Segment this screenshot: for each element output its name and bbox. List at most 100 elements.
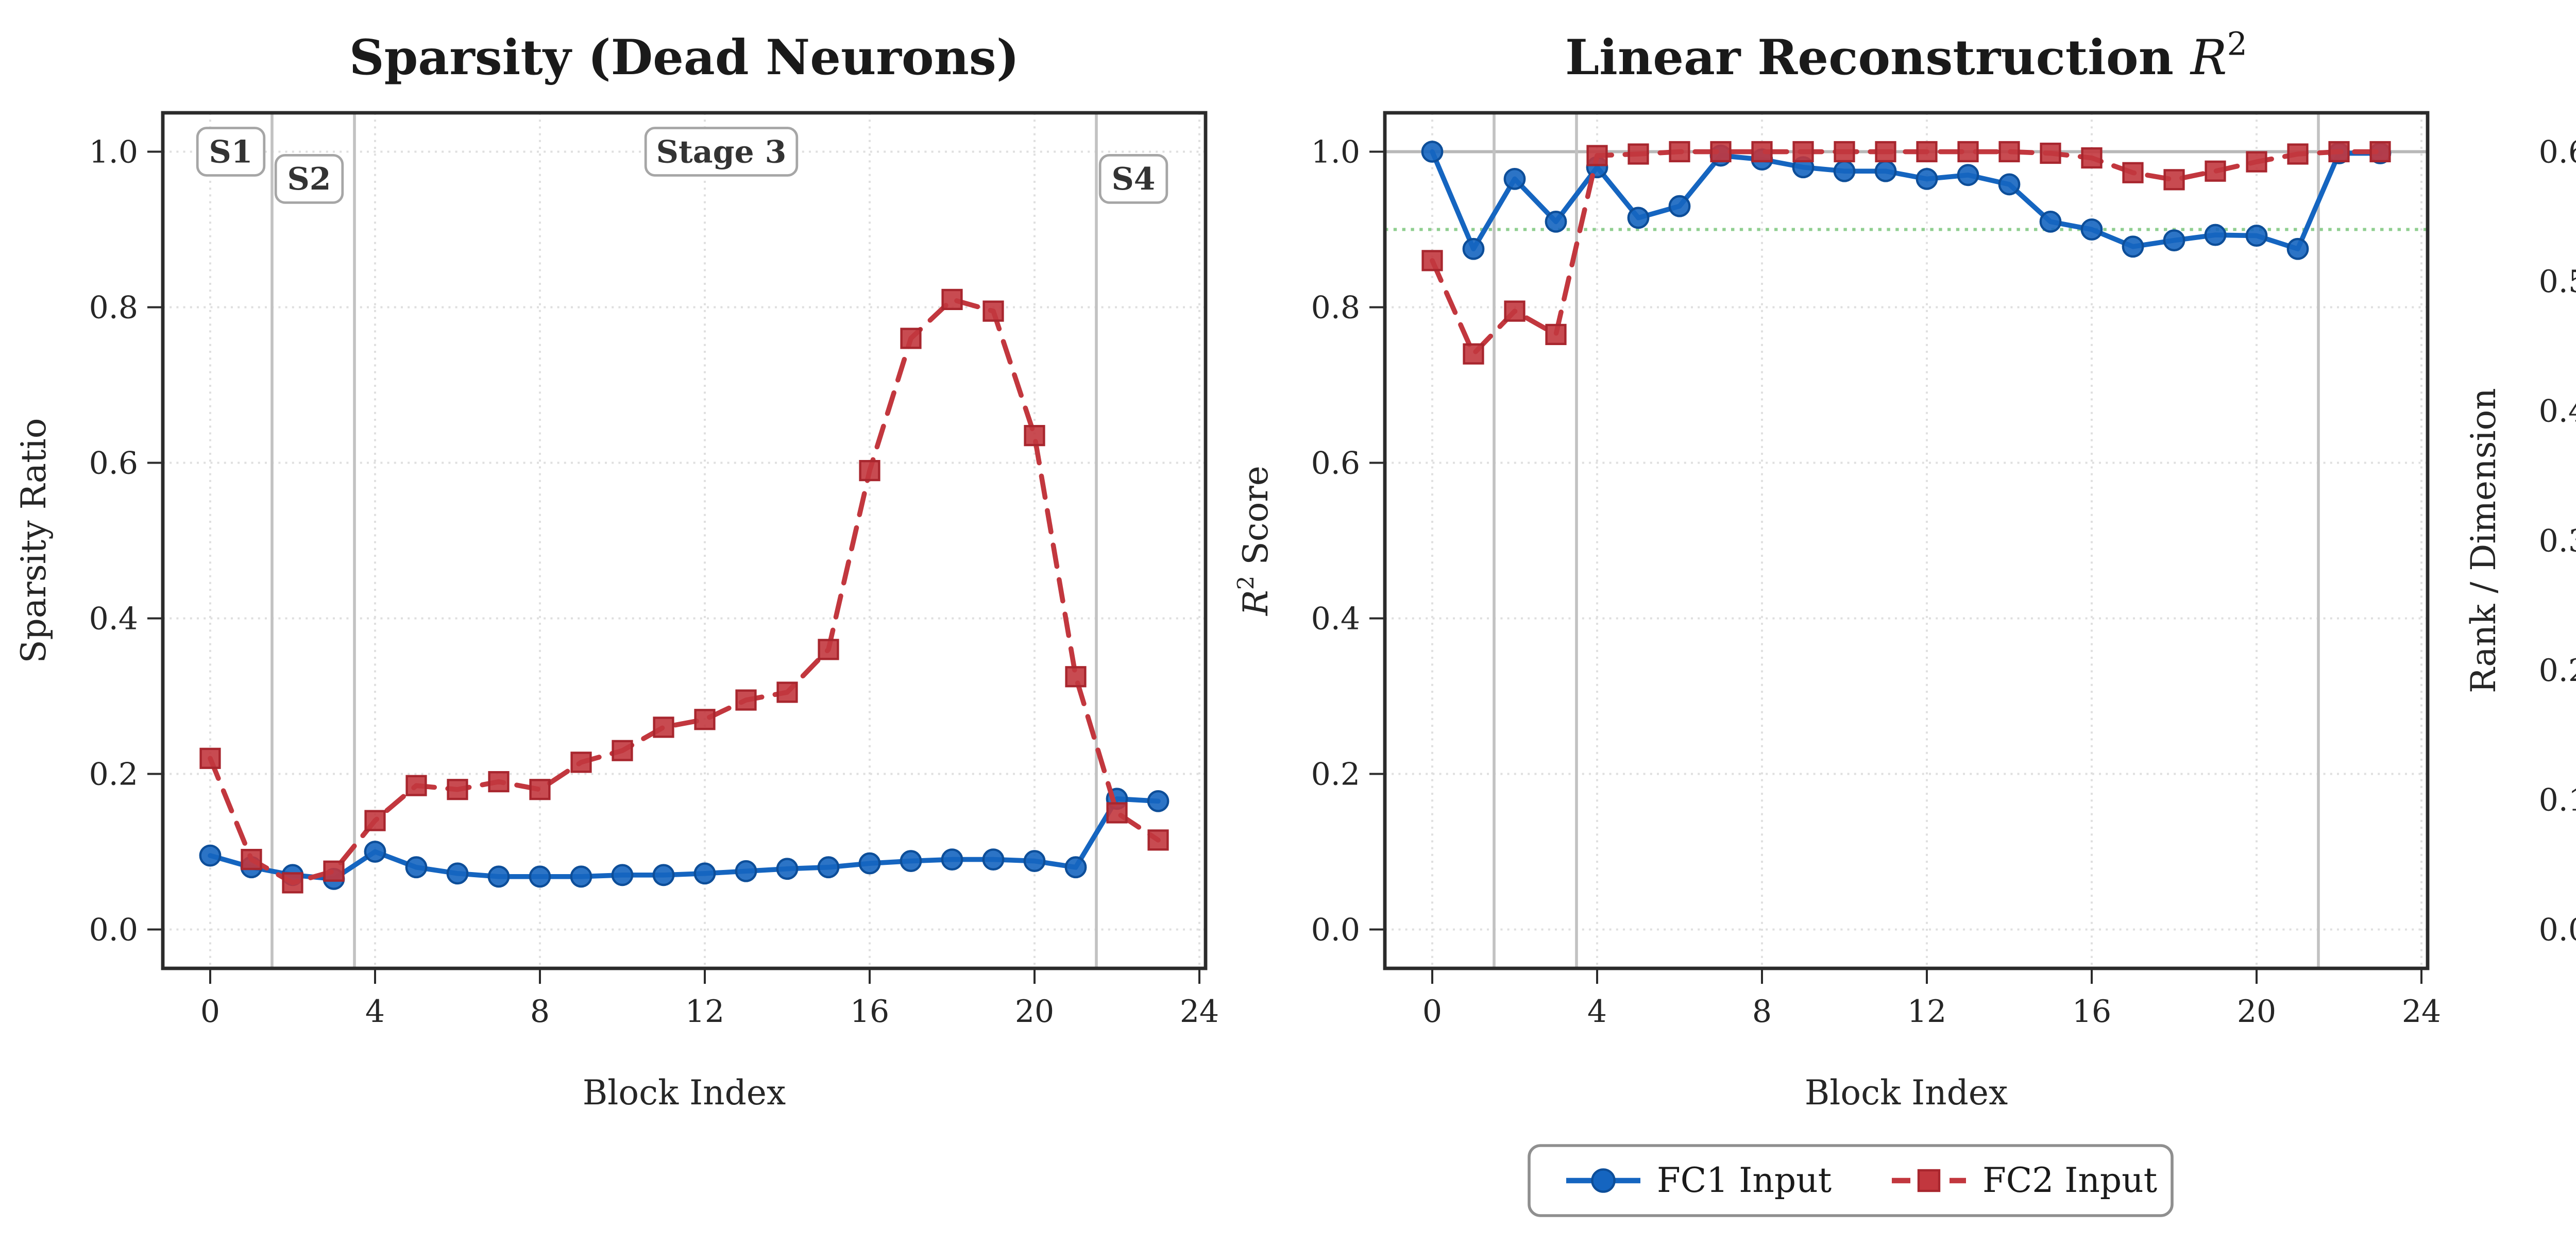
legend-square-icon: [1917, 1169, 1941, 1192]
fc1-input-marker: [2080, 218, 2103, 241]
stage-label-s2: S2: [274, 153, 344, 204]
legend-box: [1528, 1144, 2174, 1217]
fc2-input-marker: [900, 328, 922, 349]
fc2-input-marker: [2287, 143, 2309, 165]
legend-label: FC1 Input: [1657, 1160, 1832, 1200]
legend: FC1 Input FC2 Input: [1528, 1144, 2174, 1217]
fc1-input-marker: [487, 865, 510, 888]
fc2-input-marker: [199, 747, 221, 769]
fc1-input-marker: [735, 860, 757, 882]
stage-label-text: S1: [209, 134, 252, 170]
fc2-input-marker: [241, 848, 262, 871]
y-tick-label: 0.4: [2539, 394, 2576, 430]
fc2-input-marker: [1545, 323, 1567, 345]
fc2-input-marker: [1628, 143, 1649, 165]
fc2-input-marker: [859, 460, 880, 482]
fc2-input-marker: [447, 779, 468, 800]
fc1-input-marker: [1503, 167, 1526, 190]
fc2-input-marker: [1504, 300, 1526, 322]
fc2-input-marker: [2040, 142, 2061, 164]
fc2-input-marker: [1147, 829, 1169, 851]
fc2-input-marker: [2081, 147, 2103, 169]
fc1-input-marker: [446, 862, 469, 885]
legend-item-fc1-input: FC1 Input: [1566, 1160, 1832, 1200]
y-tick-label: 0.2: [2539, 653, 2576, 689]
y-tick-label: 1.0: [1311, 134, 1360, 170]
fc2-input-marker: [1106, 802, 1128, 824]
fc2-input-marker: [2328, 141, 2350, 163]
fc1-input-marker: [982, 848, 1005, 871]
fc2-input-marker: [2122, 162, 2144, 183]
ticks: [1369, 150, 2422, 984]
fc1-input-marker: [529, 865, 551, 888]
panel-sparsity: 0 4 8 12 16 20 24 0.0 0.2 0.4 0.6 0.8 1.0 S1 S2 Stage 3…: [14, 29, 1219, 1113]
fc2-input-marker: [1463, 343, 1484, 365]
fc1-input-marker: [1023, 850, 1046, 873]
panel-title: Linear Reconstruction R2: [1565, 25, 2247, 86]
fc2-input-marker: [1586, 145, 1608, 166]
y-tick-label: 0.6: [89, 445, 138, 481]
fc2-input-marker: [694, 709, 716, 730]
fc1-input-marker: [1627, 207, 1650, 229]
x-tick-label: 4: [365, 994, 385, 1030]
fc1-input-marker: [900, 850, 922, 873]
fc2-input-marker: [612, 740, 633, 761]
fc2-input-marker: [529, 779, 551, 800]
fc2-input-marker: [776, 681, 798, 703]
fc2-input-marker: [982, 300, 1004, 322]
y-tick-label: 0.2: [89, 756, 138, 792]
fc1-input-marker: [1147, 790, 1170, 812]
axes-spines: [1383, 111, 2430, 970]
fc1-input-marker: [817, 856, 840, 879]
fc2-input-marker: [1875, 141, 1896, 163]
fc2-input-marker: [1751, 141, 1773, 163]
fc1-input-marker: [1668, 195, 1691, 217]
y-tick-label: 1.0: [89, 134, 138, 170]
fc1-input-marker: [1957, 164, 1979, 186]
fc1-input-marker: [2245, 225, 2268, 247]
fc1-input-markers: [1421, 141, 2392, 260]
stage-label-stage-3: Stage 3: [644, 127, 799, 177]
fc2-input-marker: [1834, 141, 1855, 163]
fc2-input-marker: [653, 716, 674, 738]
y-tick-label: 0.6: [2539, 134, 2576, 170]
fc2-input-marker: [1957, 141, 1979, 163]
fc2-input-marker: [1421, 250, 1443, 271]
fc1-input-marker: [1874, 160, 1897, 182]
fc1-input-marker: [2122, 235, 2144, 258]
x-axis-label: Block Index: [583, 1073, 786, 1113]
fc1-input-marker: [405, 856, 428, 879]
fc2-input-markers: [199, 288, 1169, 894]
x-tick-label: 12: [1907, 994, 1946, 1030]
fc2-input-marker: [2205, 160, 2226, 182]
y-axis-label: Rank / Dimension: [2464, 388, 2503, 693]
y-tick-label: 0.3: [2539, 523, 2576, 559]
series-fc2-input: [1421, 141, 2391, 365]
y-tick-label: 0.2: [1311, 756, 1360, 792]
stage-label-box: [1098, 153, 1168, 204]
panel-linear-reconstruction-r2: 0 4 8 12 16 20 24 0.0 0.2 0.4 0.6 0.8 1.0 Linear Reco…: [1234, 25, 2442, 1113]
fc1-input-marker: [2286, 237, 2309, 260]
fc1-input-marker: [2204, 224, 2227, 246]
fc2-input-markers: [1421, 141, 2391, 365]
x-tick-label: 0: [200, 994, 220, 1030]
fc2-input-marker: [735, 689, 757, 711]
ticks: [147, 150, 1200, 984]
fc1-input-marker: [1998, 173, 2021, 196]
y-tick-label: 0.0: [2539, 912, 2576, 948]
fc2-input-marker: [1792, 141, 1814, 163]
fc1-input-marker: [364, 841, 386, 863]
fc1-input-marker: [2163, 229, 2185, 252]
fc2-input-marker: [405, 775, 427, 796]
fc1-input-marker: [199, 844, 222, 867]
y-tick-label: 0.8: [1311, 289, 1360, 326]
fc1-input-marker: [1833, 160, 1856, 182]
fc2-input-marker: [941, 288, 963, 310]
stage-label-s1: S1: [196, 127, 266, 177]
x-tick-label: 16: [850, 994, 889, 1030]
x-tick-label: 12: [685, 994, 724, 1030]
stage-label-box: [196, 127, 266, 177]
panel-title: Sparsity (Dead Neurons): [349, 29, 1020, 86]
